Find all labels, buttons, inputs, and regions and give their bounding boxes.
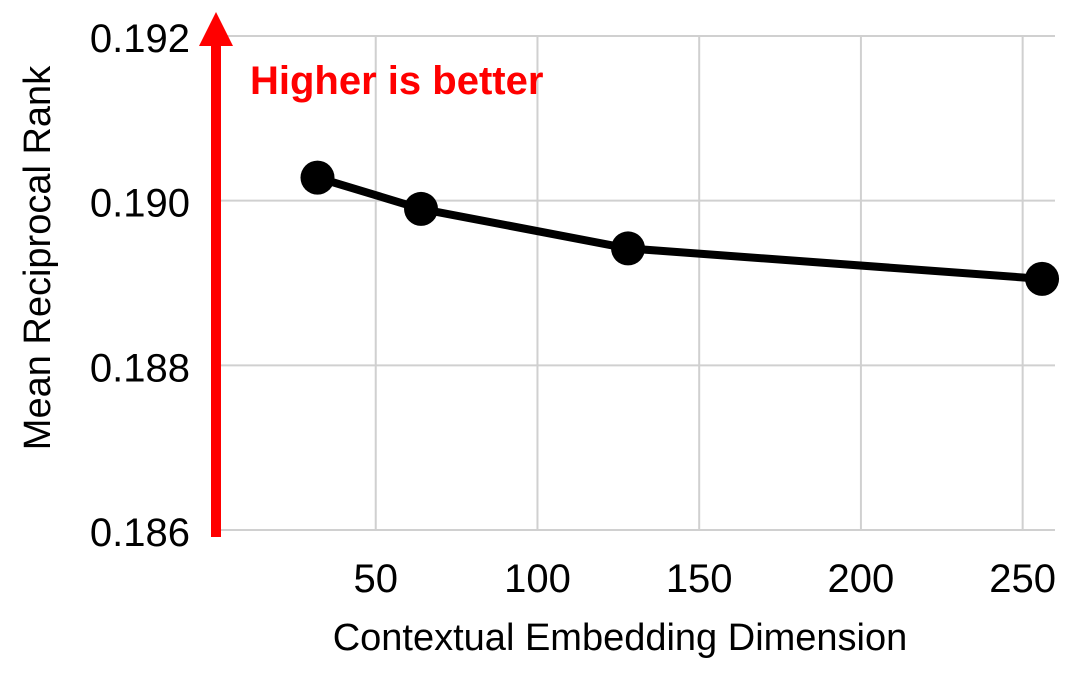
annotation-higher-is-better: Higher is better	[250, 59, 543, 103]
x-tick-label: 200	[828, 557, 895, 601]
series-line	[316, 173, 1043, 283]
y-tick-label: 0.188	[90, 346, 190, 390]
y-tick-label: 0.186	[90, 511, 190, 555]
x-tick-label: 250	[989, 557, 1056, 601]
data-point-marker	[1025, 261, 1060, 296]
y-tick-label: 0.192	[90, 17, 190, 61]
series-layer	[300, 160, 1060, 296]
x-axis-label: Contextual Embedding Dimension	[333, 617, 908, 659]
x-tick-labels: 50 100 150 200 250	[353, 557, 1056, 601]
data-point-marker	[611, 231, 646, 266]
data-point-marker	[300, 160, 335, 195]
y-tick-labels: 0.186 0.188 0.190 0.192	[90, 17, 190, 555]
data-point-marker	[404, 191, 439, 226]
x-tick-label: 100	[504, 557, 571, 601]
arrow-head	[199, 12, 233, 46]
y-tick-label: 0.190	[90, 182, 190, 226]
x-tick-label: 50	[353, 557, 398, 601]
higher-is-better-arrow	[199, 12, 233, 537]
grid	[213, 35, 1055, 531]
y-axis-label: Mean Reciprocal Rank	[17, 65, 59, 450]
x-tick-label: 150	[666, 557, 733, 601]
